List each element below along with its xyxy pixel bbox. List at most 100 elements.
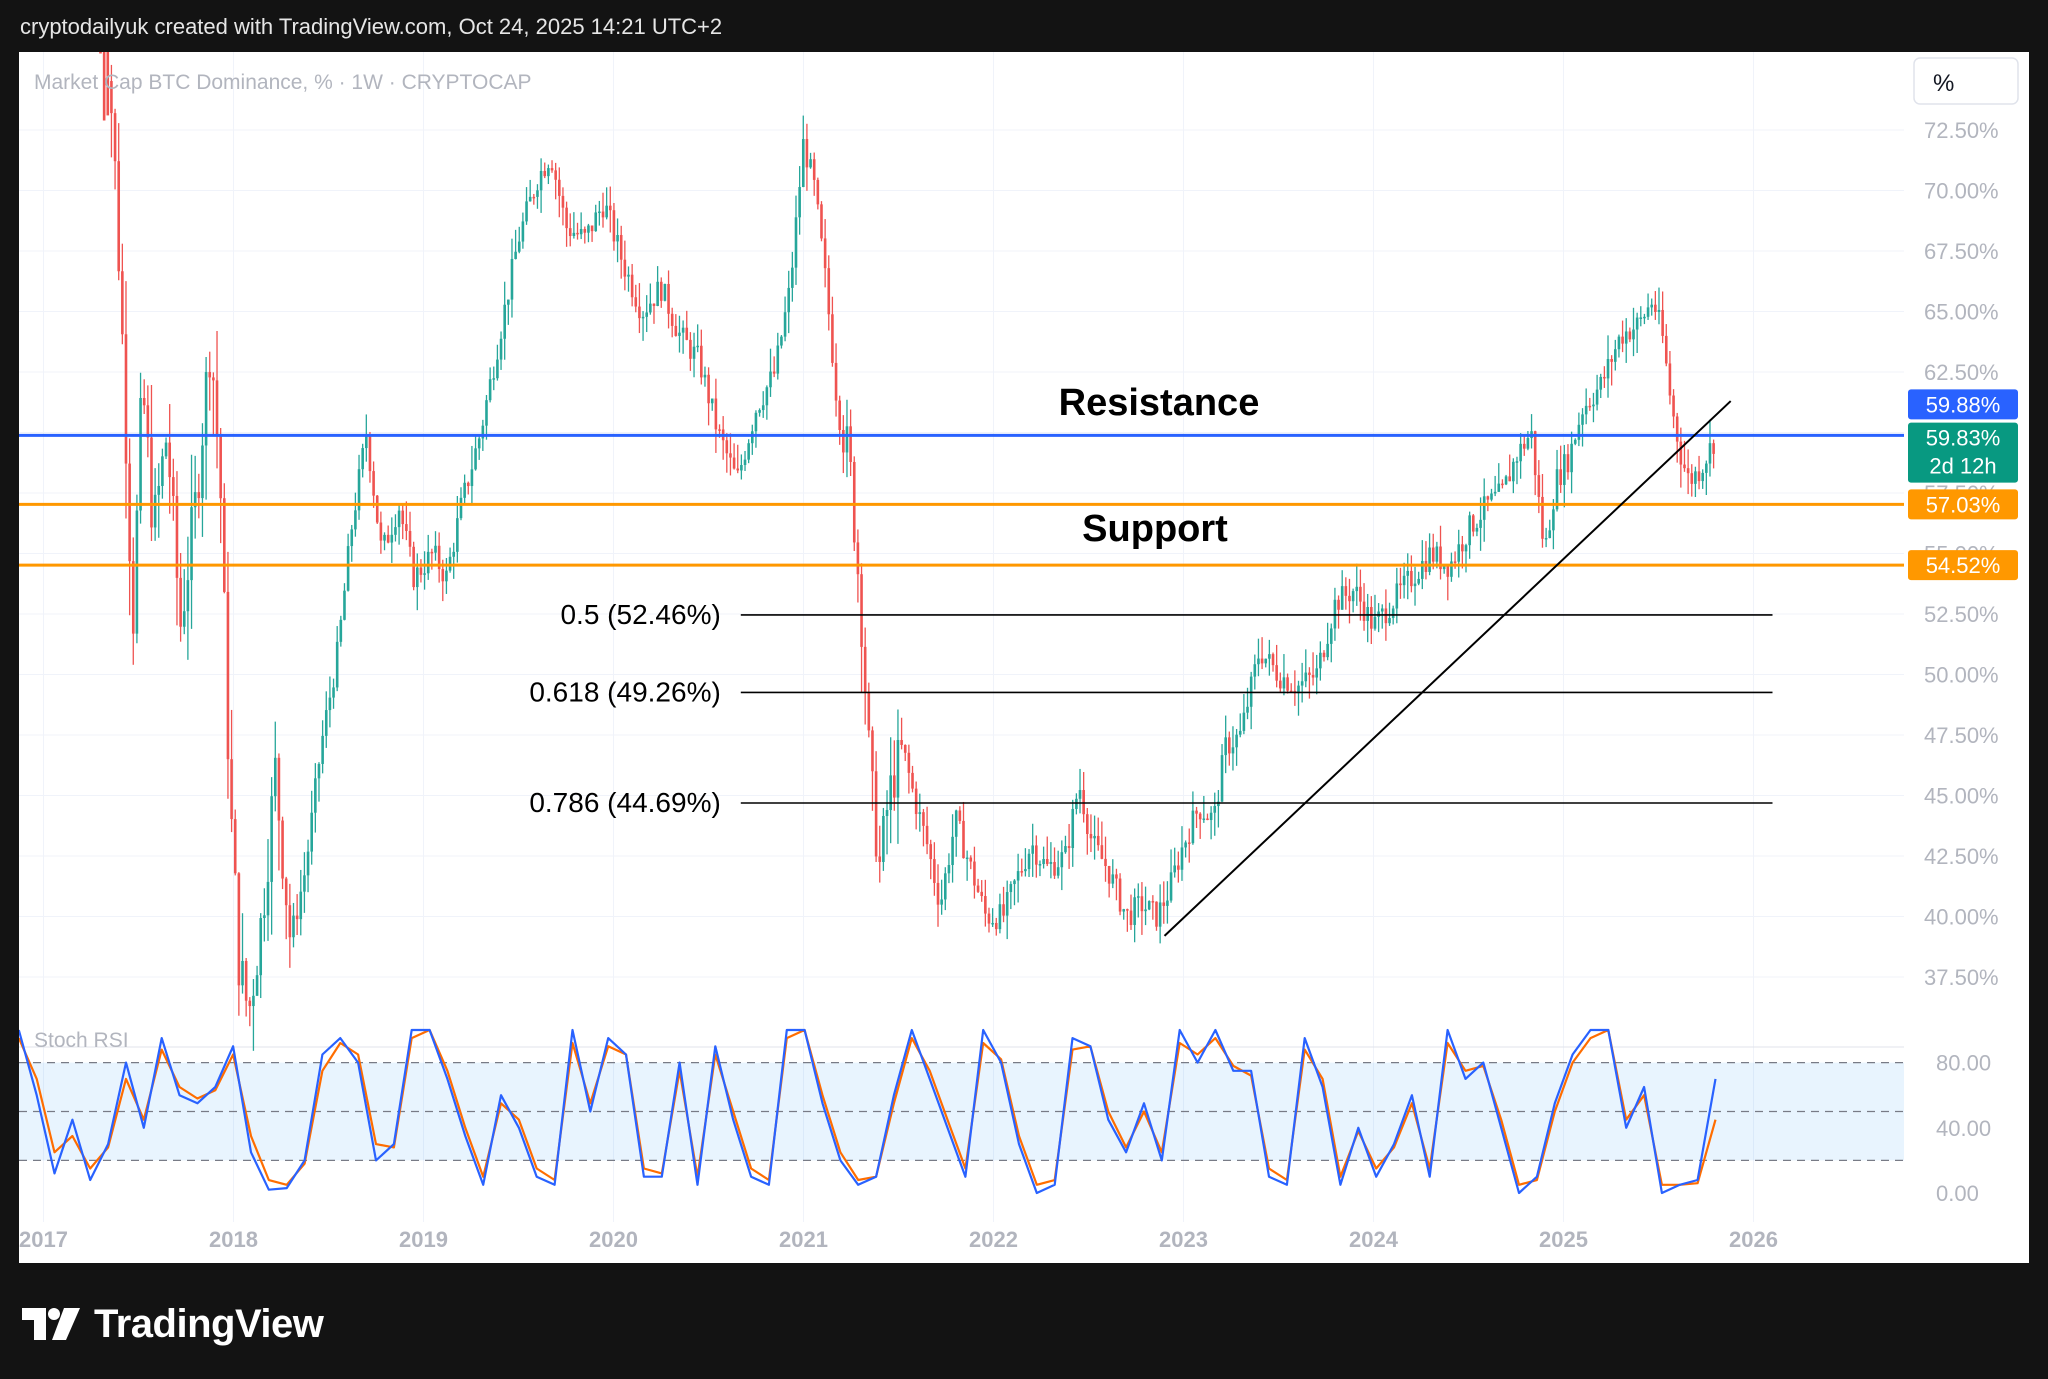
- candle-body: [1606, 359, 1610, 379]
- support-label: Support: [1082, 508, 1228, 550]
- candle-body: [212, 377, 215, 381]
- candle-body: [1053, 862, 1056, 876]
- candle-body: [266, 881, 270, 916]
- stoch-tick-label: 80.00: [1936, 1051, 1991, 1076]
- candle-body: [314, 778, 317, 813]
- candle-body: [1439, 546, 1442, 570]
- candle-body: [1573, 439, 1577, 444]
- candle-body: [244, 960, 248, 1001]
- price-axis[interactable]: 72.50%70.00%67.50%65.00%62.50%60.00%57.5…: [1924, 118, 1999, 1206]
- candle-body: [852, 461, 856, 543]
- candle-body: [638, 306, 641, 319]
- candle-body: [1595, 389, 1599, 405]
- candle-body: [1038, 864, 1042, 866]
- candle-body: [776, 345, 780, 374]
- candle-body: [106, 52, 110, 116]
- price-tick-label: 62.50%: [1924, 360, 1999, 385]
- candle-body: [354, 510, 357, 530]
- candle-body: [1042, 859, 1045, 865]
- candle-body: [1340, 586, 1344, 610]
- chart-frame: 0.5 (52.46%) 0.618 (49.26%) 0.786 (44.69%)…: [17, 0, 2029, 1263]
- candle-body: [1632, 329, 1635, 340]
- candle-body: [477, 438, 481, 449]
- candle-body: [1344, 586, 1348, 596]
- candle-body: [277, 757, 281, 821]
- candle-body: [219, 435, 222, 499]
- candle-body: [226, 591, 230, 760]
- candle-body: [1584, 405, 1588, 415]
- candle-body: [259, 918, 263, 976]
- candle-body: [536, 190, 539, 197]
- candle-body: [1486, 496, 1490, 500]
- tradingview-logo[interactable]: TradingView: [22, 1302, 324, 1347]
- candle-body: [1246, 706, 1249, 713]
- candle-body: [874, 771, 878, 857]
- candle-body: [681, 327, 685, 333]
- scale-toggle[interactable]: %: [1913, 57, 2019, 105]
- candle-body: [499, 338, 503, 360]
- candle-body: [292, 915, 295, 938]
- candle-body: [135, 510, 139, 634]
- candle-body: [1526, 438, 1530, 449]
- candle-body: [1075, 798, 1078, 809]
- candle-body: [1319, 652, 1322, 669]
- candle-body: [1668, 363, 1672, 396]
- candle-body: [954, 810, 958, 837]
- candle-body: [317, 763, 321, 779]
- candle-body: [223, 498, 226, 592]
- resistance-tag: 59.88%: [1926, 392, 2001, 417]
- candle-body: [878, 856, 882, 862]
- candle-body: [175, 495, 179, 578]
- candle-body: [441, 569, 445, 582]
- candle-body: [787, 287, 791, 313]
- candle-body: [375, 495, 379, 523]
- candle-body: [1384, 608, 1388, 624]
- candle-body: [583, 228, 587, 233]
- candle-body: [1661, 309, 1664, 336]
- candle-body: [1428, 547, 1431, 572]
- candle-body: [521, 221, 525, 242]
- candle-body: [1173, 865, 1176, 873]
- candle-body: [1490, 493, 1493, 500]
- candle-body: [335, 641, 339, 688]
- candle-body: [430, 551, 434, 554]
- candle-body: [423, 573, 426, 575]
- candle-body: [153, 494, 157, 528]
- candle-body: [324, 710, 328, 736]
- candle-body: [758, 410, 761, 413]
- time-axis[interactable]: 2017 2018 2019 2020 2021 2022 2023 2024 2025 2026: [19, 1227, 1778, 1252]
- candle-body: [1220, 755, 1224, 802]
- candle-body: [474, 448, 477, 470]
- candle-body: [1712, 443, 1715, 454]
- candle-body: [623, 259, 627, 277]
- stoch-k-line: [17, 1028, 1717, 1195]
- candle-body: [146, 405, 150, 438]
- candle-body: [1202, 818, 1206, 821]
- candle-body: [1089, 833, 1093, 839]
- candle-body: [124, 334, 128, 464]
- candle-body: [528, 196, 532, 202]
- candle-body: [1493, 491, 1497, 494]
- candle-body: [1217, 801, 1220, 807]
- candle-body: [863, 646, 867, 694]
- percent-scale-button[interactable]: %: [1933, 70, 1954, 97]
- candle-body: [190, 507, 193, 581]
- candle-body: [1566, 454, 1570, 473]
- candle-body: [659, 281, 663, 301]
- candle-body: [732, 457, 736, 469]
- candle-body: [161, 456, 164, 486]
- candle-body: [1446, 565, 1450, 577]
- candle-body: [1544, 538, 1548, 540]
- candle-body: [1289, 690, 1293, 693]
- candle-body: [1453, 561, 1457, 563]
- candle-body: [1512, 461, 1515, 482]
- candle-body: [1603, 376, 1606, 379]
- trendline[interactable]: [1163, 400, 1732, 937]
- candle-body: [405, 524, 408, 531]
- chart-title: Market Cap BTC Dominance, % · 1W · CRYPT…: [34, 71, 532, 94]
- candle-body: [754, 412, 758, 432]
- time-tick-label: 2023: [1159, 1227, 1208, 1252]
- candle-body: [922, 812, 925, 826]
- candle-body: [991, 922, 994, 925]
- time-tick-label: 2019: [399, 1227, 448, 1252]
